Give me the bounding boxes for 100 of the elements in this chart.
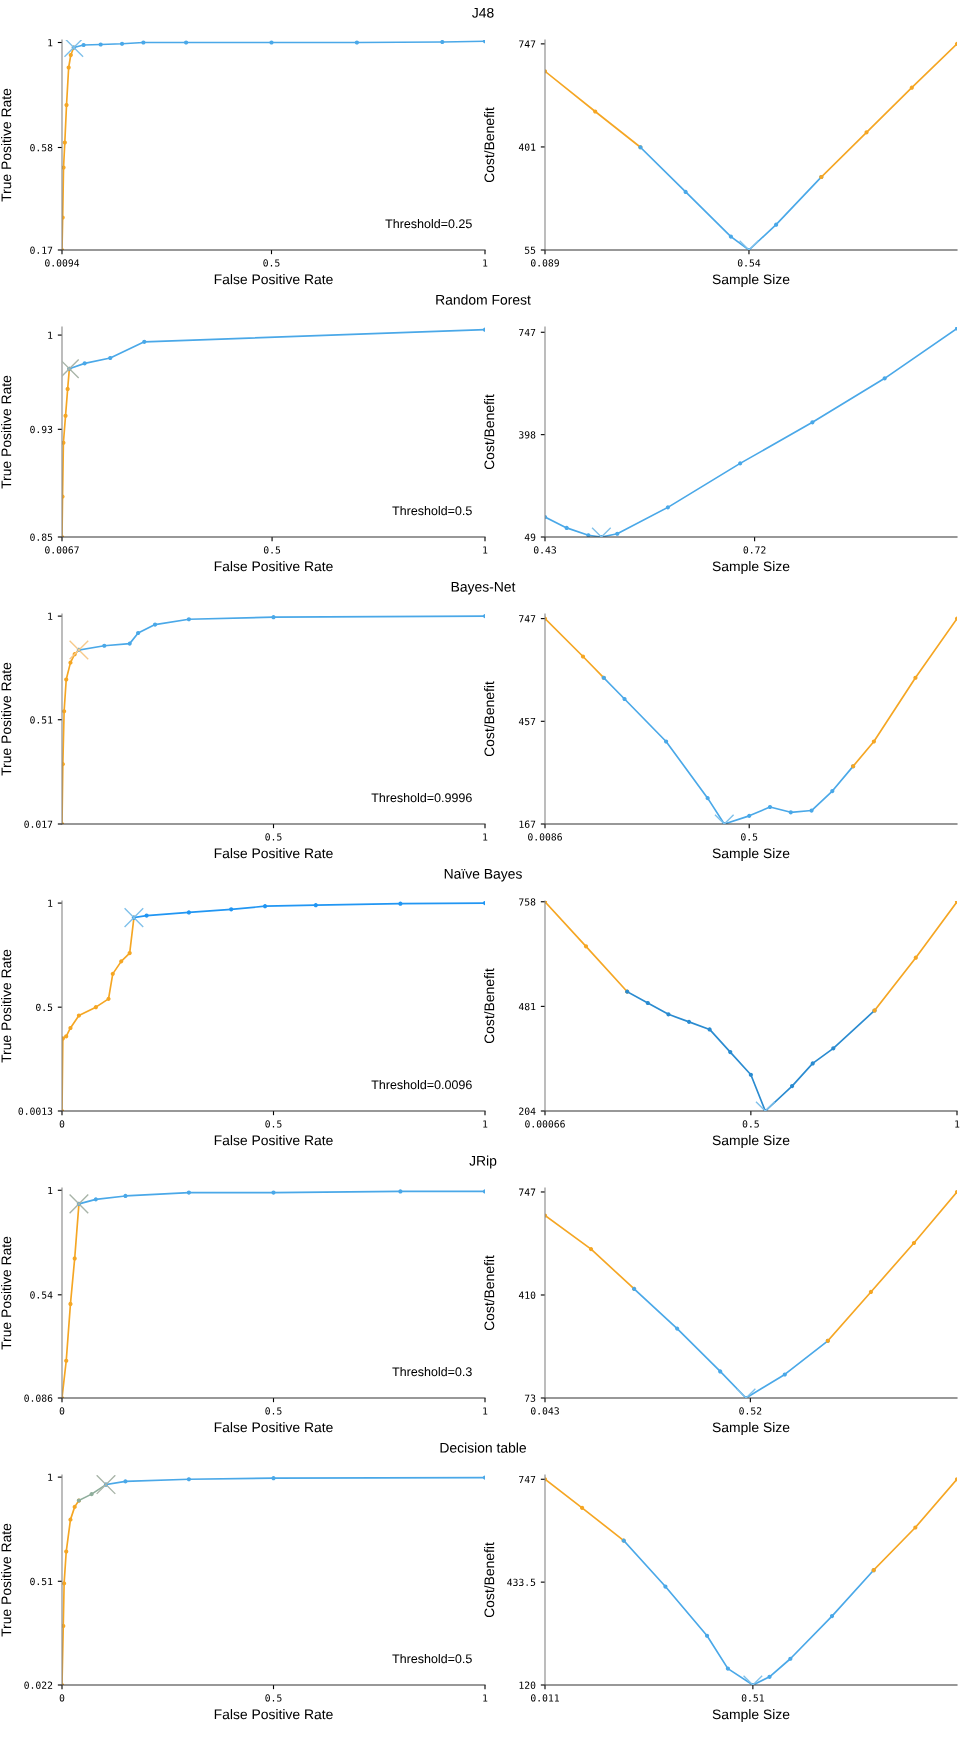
y-axis-title: Cost/Benefit <box>484 1255 495 1331</box>
x-tick-label: 0.5 <box>265 1694 282 1702</box>
y-tick-label: 401 <box>518 143 536 151</box>
y-axis-title: True Positive Rate <box>1 1236 12 1350</box>
y-tick-label: 1 <box>48 899 53 907</box>
x-axis-title: Sample Size <box>712 1422 790 1435</box>
x-axis-title: False Positive Rate <box>214 1709 333 1720</box>
y-tick-label: 0.17 <box>30 246 53 254</box>
x-tick-label: 0.54 <box>737 259 761 267</box>
y-axis-title: True Positive Rate <box>1 1523 12 1637</box>
annotation: Threshold=0.5 <box>392 505 472 516</box>
x-tick-label: 0 <box>59 1694 65 1702</box>
y-tick-label: 747 <box>519 40 536 48</box>
y-tick-label: 747 <box>519 1188 536 1196</box>
x-tick-label: 1 <box>483 546 488 554</box>
y-tick-label: 0.51 <box>30 1577 53 1586</box>
x-tick-label: 0.5 <box>265 1120 282 1128</box>
x-axis-title: Sample Size <box>712 1135 790 1148</box>
x-tick-label: 0.011 <box>531 1694 559 1702</box>
y-tick-label: 49 <box>524 533 536 541</box>
y-axis-title: True Positive Rate <box>1 375 12 489</box>
y-axis-title: Cost/Benefit <box>484 681 495 757</box>
x-tick-label: 1 <box>483 1120 488 1128</box>
x-tick-label: 0.5 <box>265 833 282 841</box>
y-tick-label: 55 <box>524 246 536 254</box>
y-axis-title: True Positive Rate <box>1 88 12 202</box>
y-tick-label: 758 <box>519 898 536 906</box>
y-tick-label: 0.017 <box>24 820 53 828</box>
chart-title: JRip <box>469 1155 497 1169</box>
y-tick-label: 204 <box>519 1107 536 1115</box>
y-tick-label: 1 <box>48 331 53 339</box>
y-tick-label: 747 <box>519 328 536 336</box>
x-axis-title: Sample Size <box>712 274 790 287</box>
chart-title: J48 <box>472 7 494 18</box>
x-axis-title: Sample Size <box>712 848 790 861</box>
y-tick-label: 73 <box>524 1394 536 1402</box>
x-tick-label: 1 <box>483 259 488 267</box>
y-axis-title: Cost/Benefit <box>484 394 495 470</box>
y-tick-label: 1 <box>48 1473 53 1481</box>
chart-title: Random Forest <box>436 294 531 305</box>
x-tick-label: 0.43 <box>533 546 556 554</box>
y-tick-label: 747 <box>519 615 536 623</box>
y-tick-label: 0.51 <box>30 716 53 724</box>
annotation: Threshold=0.9996 <box>371 792 472 803</box>
y-tick-label: 433.5 <box>507 1578 536 1586</box>
y-tick-label: 120 <box>519 1681 536 1689</box>
y-tick-label: 747 <box>519 1475 536 1483</box>
y-tick-label: 0.54 <box>30 1291 53 1299</box>
x-tick-label: 0.0086 <box>528 833 562 841</box>
x-tick-label: 1 <box>483 1407 488 1415</box>
chart-title: Bayes-Net <box>451 582 516 595</box>
y-tick-label: 1 <box>48 612 53 620</box>
x-tick-label: 0.5 <box>741 833 758 841</box>
y-tick-label: 0.58 <box>30 144 53 152</box>
y-tick-label: 457 <box>518 717 536 726</box>
y-tick-label: 0.0013 <box>18 1107 53 1115</box>
y-tick-label: 0.93 <box>30 425 53 434</box>
x-axis-title: Sample Size <box>712 561 790 574</box>
x-tick-label: 0.51 <box>741 1694 764 1702</box>
x-axis-title: False Positive Rate <box>214 274 333 285</box>
x-tick-label: 0.5 <box>263 546 281 554</box>
x-tick-label: 0.0067 <box>45 546 79 554</box>
x-tick-label: 0.52 <box>739 1407 762 1415</box>
x-tick-label: 0.0094 <box>45 259 80 267</box>
annotation: Threshold=0.3 <box>392 1366 472 1377</box>
y-tick-label: 0.086 <box>24 1394 53 1402</box>
y-tick-label: 0.85 <box>30 533 53 541</box>
chart-title: Decision table <box>440 1442 526 1453</box>
y-tick-label: 410 <box>518 1291 536 1299</box>
x-tick-label: 1 <box>483 833 488 841</box>
y-tick-label: 0.5 <box>36 1003 53 1012</box>
y-tick-label: 398 <box>519 431 536 439</box>
x-tick-label: 0.5 <box>265 1407 282 1415</box>
x-axis-title: False Positive Rate <box>214 848 333 859</box>
y-axis-title: Cost/Benefit <box>484 107 495 183</box>
y-tick-label: 1 <box>48 1186 53 1194</box>
x-tick-label: 0.5 <box>742 1120 759 1128</box>
x-tick-label: 0.043 <box>531 1407 559 1415</box>
y-axis-title: Cost/Benefit <box>484 1542 495 1618</box>
annotation: Threshold=0.5 <box>392 1653 472 1664</box>
x-axis-title: False Positive Rate <box>214 561 333 572</box>
y-tick-label: 0.022 <box>24 1681 53 1689</box>
x-tick-label: 0 <box>59 1120 65 1128</box>
x-axis-title: False Positive Rate <box>214 1135 333 1146</box>
x-tick-label: 1 <box>955 1120 960 1128</box>
y-tick-label: 167 <box>519 820 536 828</box>
x-tick-label: 1 <box>483 1694 488 1702</box>
x-tick-label: 0 <box>59 1407 65 1415</box>
x-axis-title: False Positive Rate <box>214 1422 333 1433</box>
x-tick-label: 0.089 <box>531 259 559 267</box>
y-axis-title: True Positive Rate <box>1 949 12 1063</box>
annotation: Threshold=0.25 <box>385 218 472 229</box>
x-tick-label: 0.5 <box>263 259 280 267</box>
annotation: Threshold=0.0096 <box>371 1079 472 1090</box>
chart-title: Naïve Bayes <box>444 869 522 882</box>
x-tick-label: 0.00066 <box>525 1120 565 1128</box>
x-tick-label: 0.72 <box>743 546 766 554</box>
y-tick-label: 1 <box>48 39 53 47</box>
y-tick-label: 481 <box>518 1002 536 1011</box>
y-axis-title: Cost/Benefit <box>484 968 495 1044</box>
